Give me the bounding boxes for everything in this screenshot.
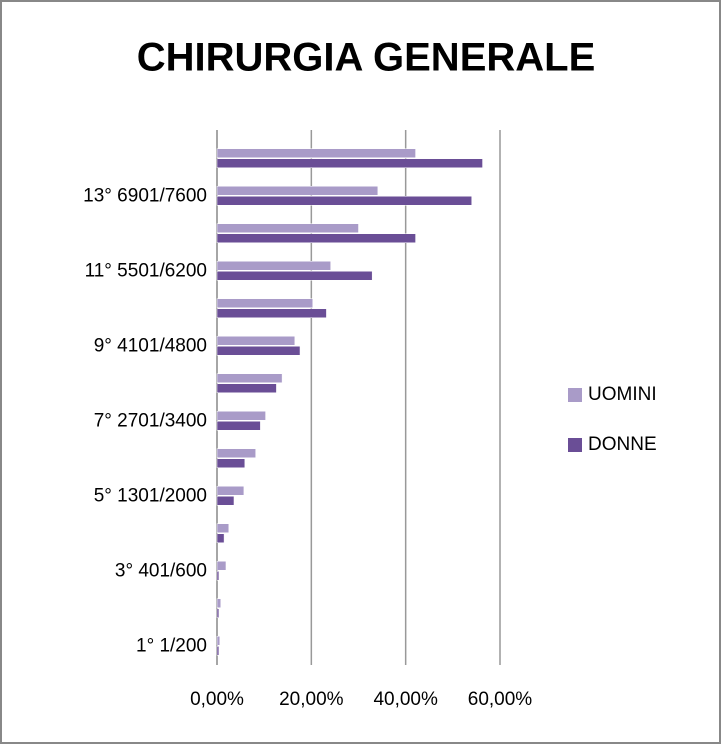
bar bbox=[216, 486, 245, 496]
legend-label: DONNE bbox=[588, 434, 657, 455]
y-tick-label: 9° 4101/4800 bbox=[94, 335, 207, 356]
bar bbox=[216, 598, 222, 608]
bar bbox=[216, 448, 256, 458]
chart-title: CHIRURGIA GENERALE bbox=[137, 36, 596, 80]
bar bbox=[216, 421, 261, 431]
bar bbox=[216, 148, 416, 158]
bar bbox=[216, 646, 220, 656]
bar bbox=[216, 346, 301, 356]
x-tick-label: 40,00% bbox=[373, 689, 438, 710]
bar bbox=[216, 496, 235, 506]
bar bbox=[216, 158, 483, 168]
legend-label: UOMINI bbox=[588, 384, 657, 405]
bar bbox=[216, 636, 221, 646]
bar bbox=[216, 336, 296, 346]
bar bbox=[216, 561, 227, 571]
y-tick-label: 13° 6901/7600 bbox=[83, 185, 207, 206]
legend-swatch bbox=[568, 388, 582, 402]
y-tick-label: 5° 1301/2000 bbox=[94, 485, 207, 506]
bar bbox=[216, 608, 220, 618]
bar bbox=[216, 308, 327, 318]
bar bbox=[216, 298, 313, 308]
y-tick-label: 3° 401/600 bbox=[115, 560, 207, 581]
bar bbox=[216, 411, 266, 421]
bar bbox=[216, 533, 225, 543]
bar bbox=[216, 233, 416, 243]
y-tick-label: 11° 5501/6200 bbox=[85, 260, 207, 281]
y-tick-label: 7° 2701/3400 bbox=[94, 410, 207, 431]
x-tick-label: 0,00% bbox=[190, 689, 244, 710]
bar bbox=[216, 571, 220, 581]
bar bbox=[216, 261, 331, 271]
legend-swatch bbox=[568, 438, 582, 452]
bar bbox=[216, 458, 246, 468]
y-tick-label: 1° 1/200 bbox=[136, 635, 207, 656]
bar bbox=[216, 523, 230, 533]
bar bbox=[216, 186, 379, 196]
bar bbox=[216, 271, 373, 281]
x-tick-label: 20,00% bbox=[279, 689, 344, 710]
bar bbox=[216, 373, 283, 383]
bar bbox=[216, 383, 277, 393]
x-tick-label: 60,00% bbox=[468, 689, 533, 710]
bar bbox=[216, 196, 472, 206]
bar bbox=[216, 223, 359, 233]
